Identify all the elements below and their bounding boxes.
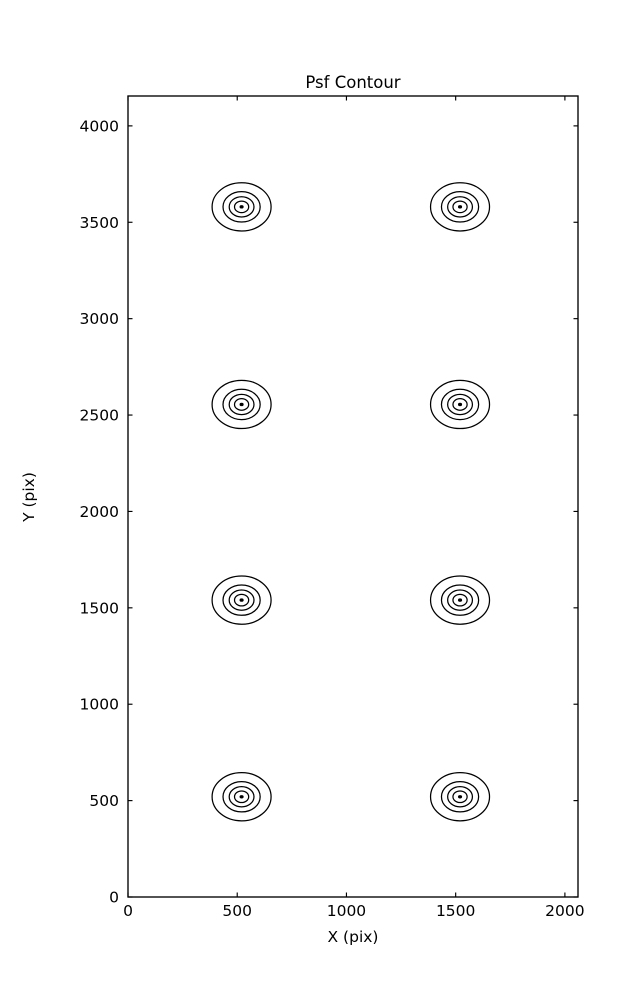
psf-contour-ring bbox=[222, 191, 261, 223]
y-tick-label-layer: 0 500 1000 1500 2000 2500 3000 3500 4000 bbox=[80, 117, 119, 906]
psf-contour-ring bbox=[452, 398, 468, 411]
x-tick-label: 1500 bbox=[436, 902, 475, 920]
psf-contour-ring bbox=[228, 589, 255, 611]
y-tick-label: 3000 bbox=[80, 310, 119, 328]
psf-contour-ring bbox=[233, 398, 250, 411]
psf-centroid bbox=[239, 402, 244, 407]
psf-contour-ring bbox=[429, 772, 491, 822]
contour-group-layer bbox=[211, 182, 491, 822]
psf-contour-ring bbox=[211, 182, 272, 232]
psf-contour-ring bbox=[440, 780, 480, 813]
psf-contour-ring bbox=[233, 200, 250, 214]
psf-contour-ring bbox=[233, 593, 250, 607]
plot-title: Psf Contour bbox=[305, 73, 400, 92]
psf-contour-group bbox=[429, 379, 491, 430]
psf-contour-ring bbox=[440, 584, 480, 616]
psf-contour-group bbox=[211, 575, 272, 625]
psf-centroid bbox=[239, 795, 244, 799]
psf-centroid bbox=[457, 402, 463, 407]
psf-contour-ring bbox=[452, 200, 468, 214]
psf-contour-group bbox=[429, 772, 491, 822]
x-tick-label: 0 bbox=[123, 902, 133, 920]
y-tick-label: 3500 bbox=[80, 214, 119, 232]
psf-contour-ring bbox=[452, 790, 468, 804]
axes-background bbox=[128, 96, 578, 897]
x-tick-label: 1000 bbox=[327, 902, 366, 920]
psf-centroid bbox=[239, 205, 244, 209]
y-axis-label: Y (pix) bbox=[20, 472, 38, 523]
psf-contour-ring bbox=[228, 196, 255, 218]
psf-contour-ring bbox=[222, 584, 261, 616]
psf-contour-group bbox=[429, 182, 491, 232]
psf-contour-ring bbox=[429, 379, 491, 430]
psf-centroid bbox=[457, 598, 463, 602]
axes-frame bbox=[127, 95, 579, 898]
psf-contour-group bbox=[211, 772, 272, 822]
x-axis-label: X (pix) bbox=[328, 928, 379, 946]
psf-centroid bbox=[457, 795, 463, 799]
psf-contour-ring bbox=[440, 191, 480, 223]
psf-contour-ring bbox=[447, 786, 474, 808]
psf-contour-ring bbox=[440, 388, 480, 421]
x-tick-label: 500 bbox=[222, 902, 252, 920]
y-tick-label: 500 bbox=[89, 792, 119, 810]
psf-contour-group bbox=[429, 575, 491, 625]
psf-contour-ring bbox=[233, 790, 250, 804]
psf-contour-ring bbox=[222, 388, 261, 421]
x-tick-label-layer: 0 500 1000 1500 2000 bbox=[123, 902, 585, 920]
psf-contour-ring bbox=[447, 393, 474, 416]
psf-contour-ring bbox=[228, 393, 255, 416]
psf-contour-ring bbox=[228, 786, 255, 808]
y-tick-label: 1000 bbox=[80, 696, 119, 714]
y-tick-label: 4000 bbox=[80, 117, 119, 135]
psf-contour-ring bbox=[211, 379, 272, 430]
psf-contour-ring bbox=[447, 589, 474, 611]
psf-contour-group bbox=[211, 379, 272, 430]
y-tick-label: 1500 bbox=[80, 599, 119, 617]
x-tick-label: 2000 bbox=[545, 902, 584, 920]
psf-contour-ring bbox=[447, 196, 474, 218]
psf-contour-ring bbox=[429, 575, 491, 625]
psf-contour-ring bbox=[429, 182, 491, 232]
psf-contour-group bbox=[211, 182, 272, 232]
psf-centroid bbox=[457, 205, 463, 209]
psf-contour-ring bbox=[452, 593, 468, 607]
psf-contour-ring bbox=[222, 780, 261, 813]
psf-centroid bbox=[239, 598, 244, 602]
y-tick-label: 2500 bbox=[80, 407, 119, 425]
y-tick-label: 2000 bbox=[80, 503, 119, 521]
psf-contour-ring bbox=[211, 772, 272, 822]
y-tick-label: 0 bbox=[109, 889, 119, 907]
psf-contour-ring bbox=[211, 575, 272, 625]
